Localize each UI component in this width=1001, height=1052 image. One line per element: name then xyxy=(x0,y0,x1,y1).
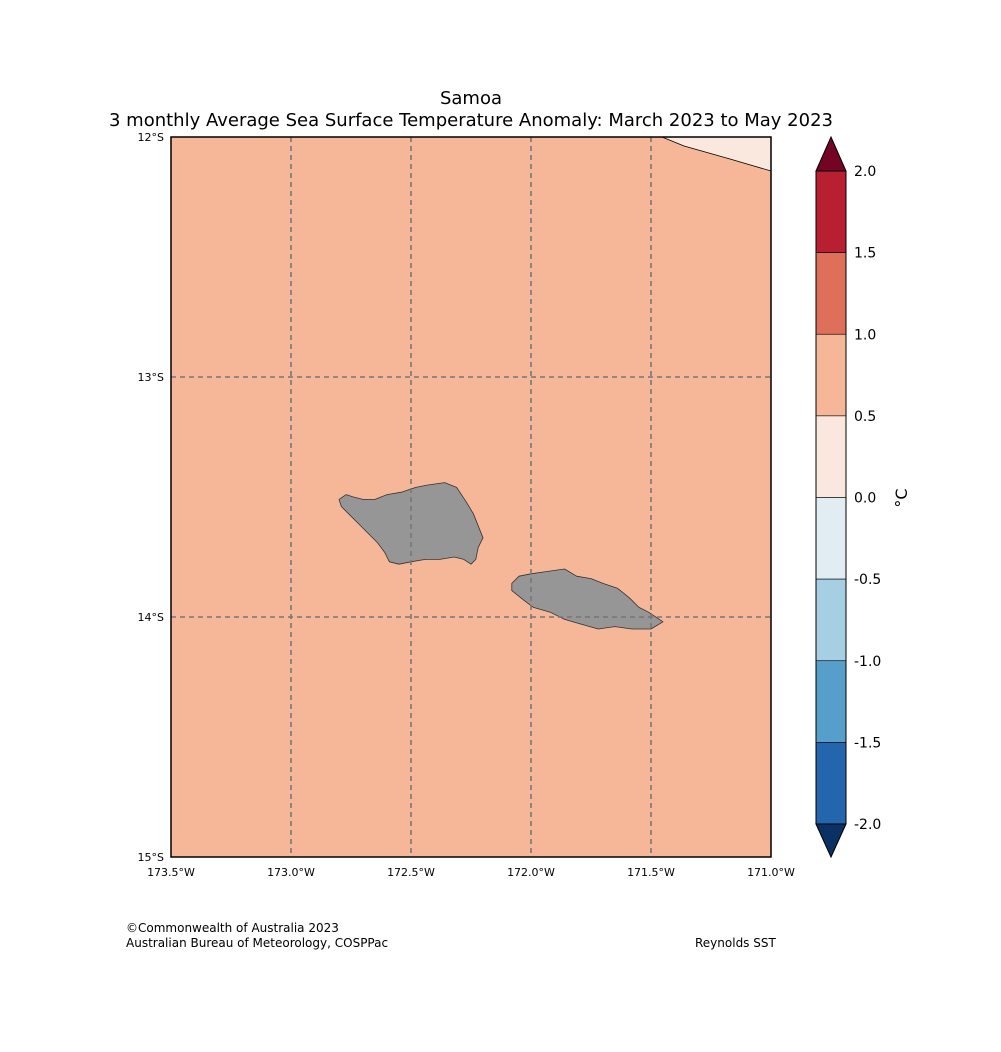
colorbar-tick-label: 2.0 xyxy=(854,164,876,180)
colorbar-bin xyxy=(815,252,847,335)
islands-group xyxy=(338,482,664,630)
colorbar-bin xyxy=(815,415,847,498)
latitude-tick-label: 13°S xyxy=(138,371,164,384)
colorbar-tick-label: -2.0 xyxy=(854,817,881,833)
colorbar-bin xyxy=(815,333,847,417)
longitude-tick-label: 171.5°W xyxy=(627,866,675,879)
colorbar-bin xyxy=(815,578,847,662)
latitude-tick-label: 15°S xyxy=(138,851,164,864)
colorbar-bins xyxy=(815,170,847,825)
longitude-tick-label: 171.0°W xyxy=(747,866,795,879)
map-border xyxy=(170,136,772,858)
latitude-labels: 12°S 13°S 14°S 15°S xyxy=(138,131,164,864)
longitude-tick-label: 173.5°W xyxy=(147,866,195,879)
colorbar-tick-label: 0.0 xyxy=(854,491,876,507)
colorbar-over-triangle xyxy=(815,135,847,172)
island-1 xyxy=(338,482,484,565)
map-subtitle: 3 monthly Average Sea Surface Temperatur… xyxy=(109,110,833,131)
colorbar-tick-label: -0.5 xyxy=(854,572,881,588)
colorbar-border xyxy=(815,170,847,825)
map-panel: 12°S13°S14°S15°S 173.5°W 173.0°W 172.5°W 17… xyxy=(138,131,796,879)
colorbar-bin xyxy=(815,742,847,825)
longitude-tick-label: 173.0°W xyxy=(267,866,315,879)
latitude-tick-label: 12°S xyxy=(138,131,164,144)
colorbar-bin xyxy=(815,497,847,580)
longitude-tick-label: 172.5°W xyxy=(387,866,435,879)
gridlines-group xyxy=(171,137,771,857)
ocean-area xyxy=(171,137,771,857)
colorbar-tick-label: -1.0 xyxy=(854,654,881,670)
colorbar-tick-labels: 2.0 1.5 1.0 0.5 0.0 -0.5 -1.0 -1.5 -2.0 xyxy=(854,164,881,833)
agency-credit-text: Australian Bureau of Meteorology, COSPPa… xyxy=(126,936,389,950)
colorbar-unit-label: °C xyxy=(892,488,911,507)
map-title: Samoa xyxy=(439,88,503,109)
colorbar: 2.0 1.5 1.0 0.5 0.0 -0.5 -1.0 -1.5 -2.0 °C xyxy=(815,135,911,859)
colorbar-bin xyxy=(815,660,847,743)
colorbar-bin xyxy=(815,170,847,253)
longitude-labels: 173.5°W 173.0°W 172.5°W 172.0°W 171.5°W 171.0… xyxy=(147,866,795,879)
longitude-tick-label: 172.0°W xyxy=(507,866,555,879)
data-source-text: Reynolds SST xyxy=(695,936,776,950)
latitude-tick-label: 14°S xyxy=(138,611,164,624)
colorbar-under-triangle xyxy=(815,823,847,859)
colorbar-tick-label: 0.5 xyxy=(854,409,876,425)
colorbar-tick-label: 1.5 xyxy=(854,246,876,262)
island-2 xyxy=(511,568,664,630)
colorbar-tick-label: 1.0 xyxy=(854,327,876,343)
copyright-text: ©Commonwealth of Australia 2023 xyxy=(126,921,339,935)
colorbar-tick-label: -1.5 xyxy=(854,735,881,751)
